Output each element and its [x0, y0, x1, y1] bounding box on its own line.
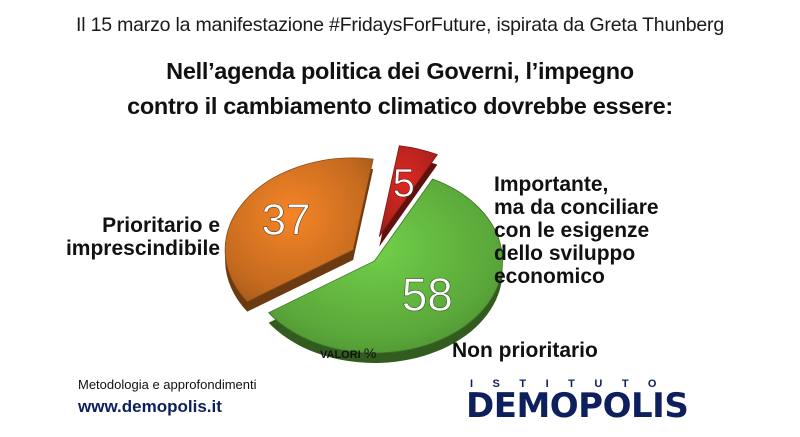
units-label: VALORI % [320, 345, 376, 361]
chart-title: Nell’agenda politica dei Governi, l’impe… [0, 54, 800, 124]
slice-label-line: economico [494, 265, 605, 288]
slice-label-non-prioritario: Non prioritario [452, 339, 598, 362]
slice-label-line: ma da conciliare [494, 196, 659, 219]
slice-label-line: Importante, [494, 173, 609, 196]
slice-label-line: Non prioritario [452, 339, 598, 362]
units-text: VALORI [320, 349, 361, 361]
pie-slice-value-label: 37 [262, 195, 311, 244]
slice-label-line: dello sviluppo [494, 242, 636, 265]
slice-label-line: imprescindibile [65, 237, 220, 260]
brand-logo: DEMOPOLIS [466, 386, 689, 426]
pie-slice-0 [267, 178, 503, 354]
slice-label-line: con le esigenze [494, 219, 650, 242]
chart-title-line-1: Nell’agenda politica dei Governi, l’impe… [166, 58, 634, 84]
units-symbol: % [363, 345, 377, 361]
pie-slice-value-label: 58 [402, 268, 453, 320]
pie-slice-value-label: 5 [393, 161, 415, 205]
slice-label-prioritario: Prioritario e imprescindibile [40, 214, 220, 260]
website-link[interactable]: www.demopolis.it [78, 397, 222, 416]
pie-slice-1 [224, 157, 374, 303]
slice-label-line: Prioritario e [102, 214, 220, 237]
pie-slice-2 [378, 145, 439, 237]
chart-title-line-2: contro il cambiamento climatico dovrebbe… [127, 93, 673, 119]
chart-subtitle: Il 15 marzo la manifestazione #FridaysFo… [76, 14, 724, 36]
brand-logo-subtitle: ISTITUTO [470, 378, 676, 390]
pie-slice-side [379, 155, 438, 247]
methodology-text: Metodologia e approfondimenti [78, 377, 257, 392]
slice-label-importante: Importante, ma da conciliare con le esig… [494, 173, 659, 288]
